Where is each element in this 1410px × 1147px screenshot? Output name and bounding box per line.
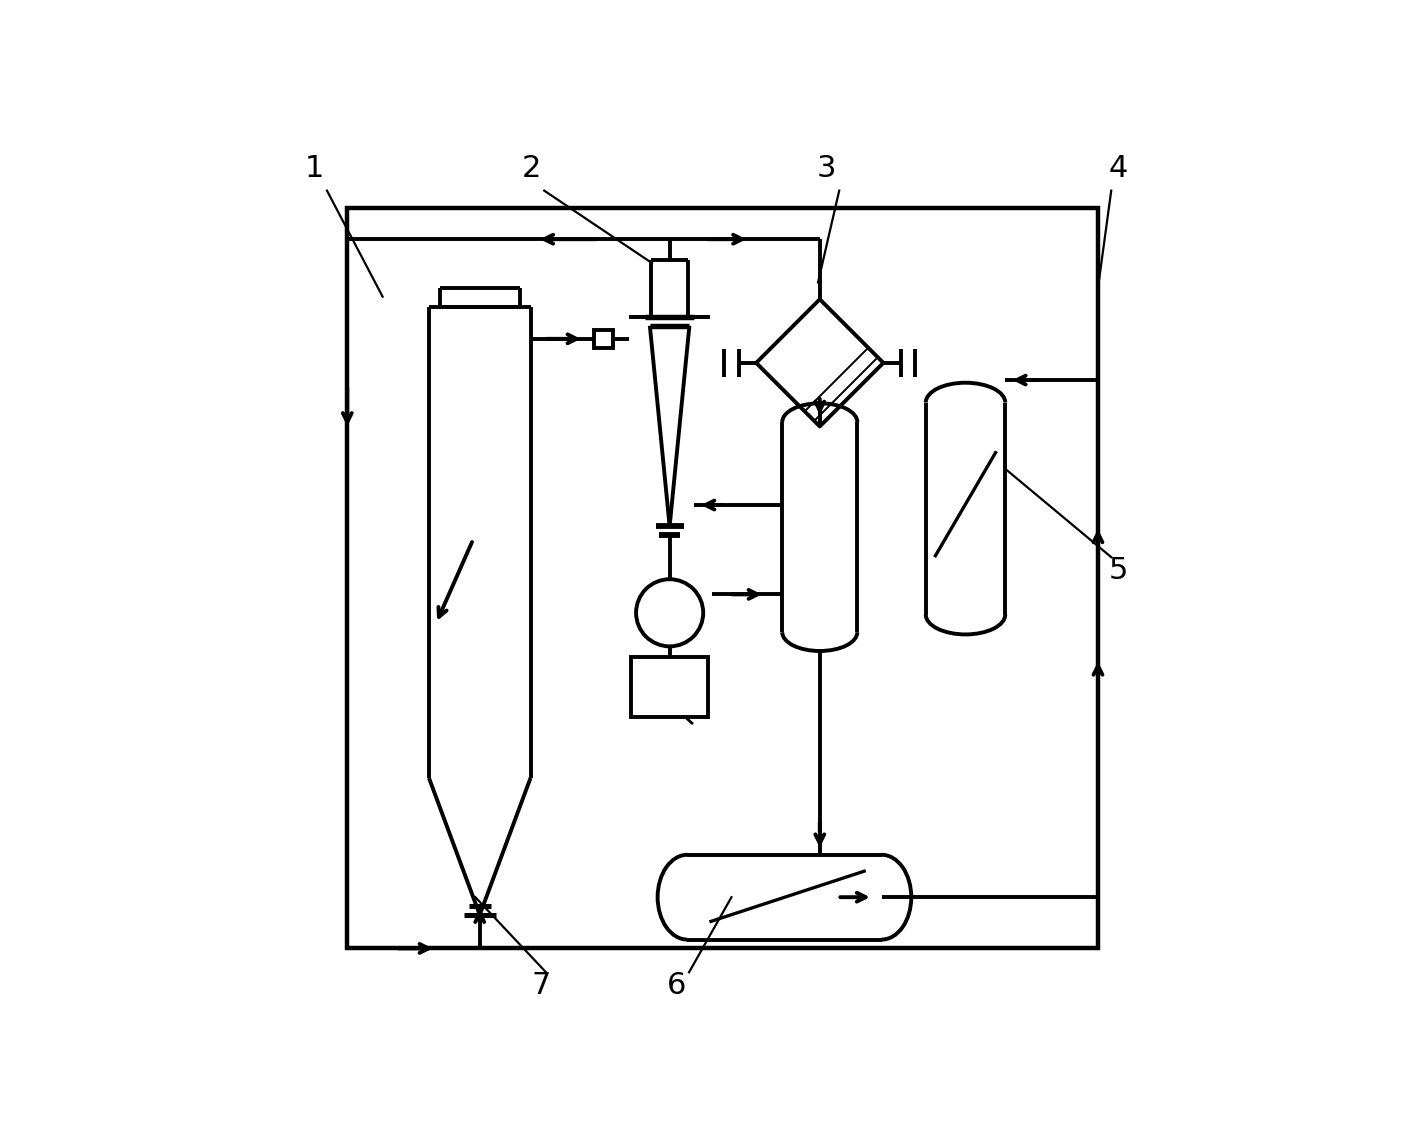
Text: 6: 6 (667, 972, 687, 1000)
Text: 4: 4 (1108, 154, 1128, 184)
Text: 7: 7 (532, 972, 551, 1000)
Text: 5: 5 (1108, 556, 1128, 585)
Text: 1: 1 (305, 154, 324, 184)
Text: 2: 2 (522, 154, 540, 184)
Bar (630, 657, 708, 717)
Bar (594, 330, 613, 348)
Bar (347, 209, 1098, 949)
Text: 3: 3 (816, 154, 836, 184)
